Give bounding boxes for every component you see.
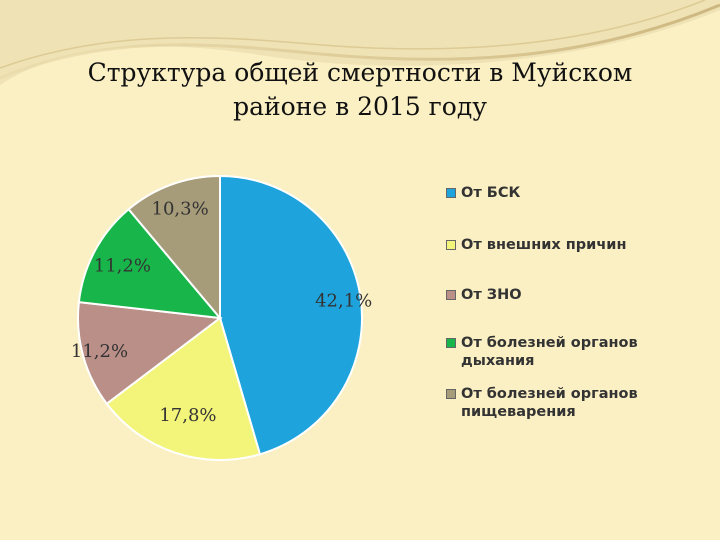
pie-slice-digestive <box>127 174 221 321</box>
pie-chart <box>77 174 363 461</box>
data-label-bsk: 42,1% <box>315 290 372 311</box>
legend-label: От внешних причин <box>461 237 627 253</box>
legend-swatch <box>446 240 456 250</box>
pie-slice-bsk <box>219 174 363 456</box>
pie-slice-respiratory <box>77 207 223 320</box>
legend-item-external: От внешних причин <box>446 236 626 254</box>
legend-item-bsk: От БСК <box>446 184 520 202</box>
legend-label: От ЗНО <box>461 287 522 303</box>
legend-item-digestive: От болезней органов пищеварения <box>446 385 661 421</box>
decorative-header-curve <box>0 3 720 80</box>
legend-swatch <box>446 389 456 399</box>
legend-item-respiratory: От болезней органов дыхания <box>446 334 661 370</box>
data-label-zno: 11,2% <box>71 341 128 362</box>
legend-label: От БСК <box>461 185 521 201</box>
legend-item-zno: От ЗНО <box>446 286 522 304</box>
legend-label: От болезней органов дыхания <box>461 335 638 369</box>
pie-slice-zno <box>77 301 223 406</box>
data-label-external: 17,8% <box>159 405 216 426</box>
legend-swatch <box>446 290 456 300</box>
legend-swatch <box>446 188 456 198</box>
pie-data-labels: 42,1% 17,8% 11,2% 11,2% 10,3% <box>71 199 372 426</box>
legend-swatch <box>446 338 456 348</box>
legend-label: От болезней органов пищеварения <box>461 386 638 420</box>
chart-title-line-2: районе в 2015 году <box>233 92 487 121</box>
pie-slice-external <box>105 316 262 461</box>
data-label-respiratory: 11,2% <box>94 256 151 277</box>
data-label-digestive: 10,3% <box>152 199 209 220</box>
decorative-header-curve-inner <box>0 0 706 69</box>
decorative-header-swoosh <box>0 0 720 85</box>
chart-title-line-1: Структура общей смертности в Муйском <box>87 58 633 87</box>
